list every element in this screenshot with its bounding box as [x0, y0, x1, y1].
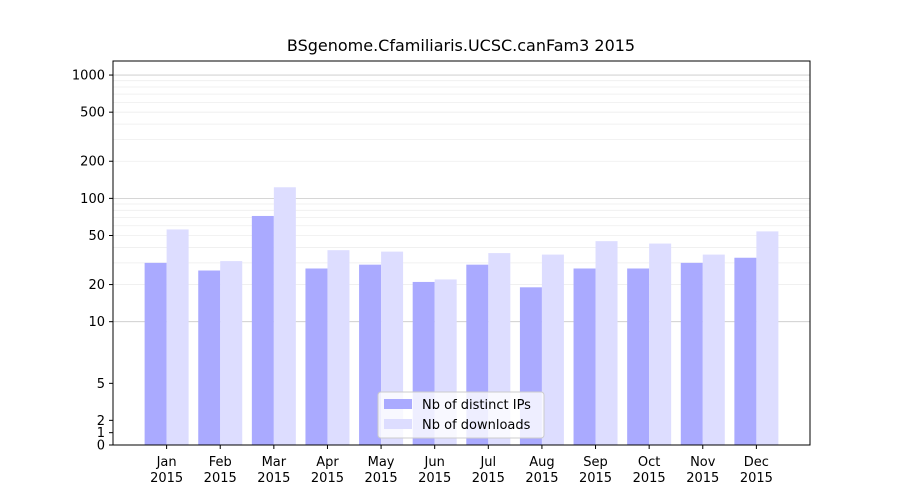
x-tick-label-month: Oct [638, 455, 660, 470]
x-tick-label-month: Sep [583, 455, 608, 470]
bar-distinct-ips [359, 264, 382, 445]
bar-distinct-ips [251, 215, 274, 445]
legend: Nb of distinct IPs Nb of downloads [377, 391, 545, 439]
x-tick-label-month: Feb [209, 455, 232, 470]
y-tick-label: 50 [88, 229, 105, 244]
y-tick-label: 0 [97, 439, 105, 454]
bar-downloads [541, 254, 564, 445]
x-tick-label-year: 2015 [579, 471, 612, 486]
y-tick-label: 1000 [72, 69, 105, 84]
x-tick-label-year: 2015 [633, 471, 666, 486]
y-tick-label: 1 [97, 426, 105, 441]
y-tick-label: 2 [97, 414, 105, 429]
legend-swatch-downloads [384, 419, 412, 429]
y-tick-label: 20 [88, 278, 105, 293]
x-tick-label-month: Jun [424, 455, 445, 470]
bar-downloads [220, 261, 243, 445]
y-tick-label: 200 [80, 155, 105, 170]
bar-distinct-ips [144, 262, 167, 445]
y-tick-label: 500 [80, 106, 105, 121]
bar-downloads [649, 243, 672, 445]
bar-distinct-ips [734, 257, 757, 445]
bar-downloads [595, 241, 618, 445]
x-tick-label-year: 2015 [150, 471, 183, 486]
x-tick-label-year: 2015 [472, 471, 505, 486]
bar-distinct-ips [305, 268, 328, 445]
x-tick-label-month: Jul [479, 455, 496, 470]
y-tick-label: 5 [97, 377, 105, 392]
bar-downloads [166, 229, 189, 445]
bar-downloads [327, 250, 350, 445]
x-axis: Jan2015Feb2015Mar2015Apr2015May2015Jun20… [150, 445, 773, 486]
legend-label: Nb of distinct IPs [422, 398, 531, 413]
x-tick-label-month: Dec [744, 455, 769, 470]
bar-downloads [756, 231, 779, 445]
x-tick-label-month: May [368, 455, 395, 470]
x-tick-label-year: 2015 [740, 471, 773, 486]
x-tick-label-month: Nov [690, 455, 716, 470]
bar-distinct-ips [627, 268, 650, 445]
bar-downloads [702, 254, 725, 445]
x-tick-label-month: Jan [156, 455, 177, 470]
y-axis: 012 5 10 20 50 100 200 500 1000 [72, 69, 113, 454]
x-tick-label-month: Apr [316, 455, 339, 470]
x-tick-label-month: Aug [529, 455, 554, 470]
bar-distinct-ips [573, 268, 596, 445]
x-tick-label-year: 2015 [525, 471, 558, 486]
legend-swatch-distinct-ips [384, 399, 412, 409]
plot-frame [112, 60, 811, 446]
x-tick-label-month: Mar [262, 455, 287, 470]
x-tick-label-year: 2015 [257, 471, 290, 486]
bar-downloads [273, 187, 296, 445]
bar-distinct-ips [198, 270, 221, 445]
legend-box [377, 391, 545, 439]
x-tick-label-year: 2015 [204, 471, 237, 486]
x-tick-label-year: 2015 [365, 471, 398, 486]
y-tick-label: 100 [80, 192, 105, 207]
legend-label: Nb of downloads [422, 418, 531, 433]
y-tick-label: 10 [88, 315, 105, 330]
bar-distinct-ips [680, 262, 703, 445]
x-tick-label-year: 2015 [418, 471, 451, 486]
x-tick-label-year: 2015 [686, 471, 719, 486]
x-tick-label-year: 2015 [311, 471, 344, 486]
grid-lines [113, 74, 810, 323]
chart-title: BSgenome.Cfamiliaris.UCSC.canFam3 2015 [287, 36, 635, 55]
